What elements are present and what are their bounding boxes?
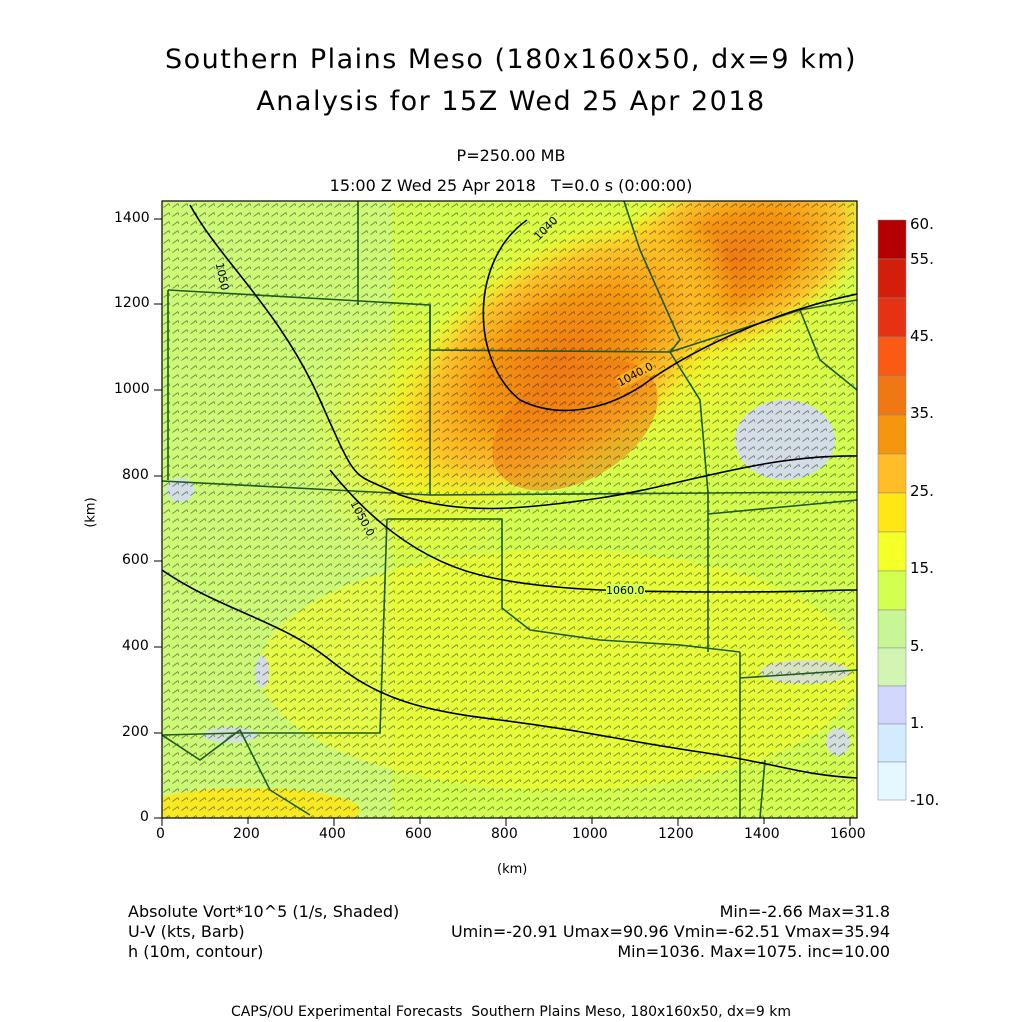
legend-label: -10. — [910, 791, 940, 809]
legend-label: 35. — [910, 404, 934, 422]
y-tick-label: 1400 — [114, 210, 150, 226]
legend-label: 55. — [910, 250, 934, 268]
color-legend — [877, 219, 907, 801]
plot-frame — [154, 200, 858, 826]
x-tick-label: 0 — [156, 826, 165, 842]
x-tick-label: 400 — [319, 826, 346, 842]
y-tick-label: 200 — [122, 724, 149, 740]
legend-label: 45. — [910, 327, 934, 345]
x-tick-label: 200 — [233, 826, 260, 842]
field-stats-vorticity: Min=-2.66 Max=31.8 — [719, 902, 890, 921]
y-tick-label: 600 — [122, 552, 149, 568]
field-label-height: h (10m, contour) — [128, 942, 264, 961]
credit-line: CAPS/OU Experimental Forecasts Southern … — [230, 1004, 792, 1020]
legend-label: 25. — [910, 482, 934, 500]
height-contours — [162, 204, 857, 779]
legend-label: 5. — [910, 637, 925, 655]
legend-label: 15. — [910, 559, 934, 577]
valid-time: 15:00 Z Wed 25 Apr 2018 T=0.0 s (0:00:00… — [329, 176, 693, 195]
field-stats-height: Min=1036. Max=1075. inc=10.00 — [617, 942, 890, 961]
vorticity-shading — [162, 201, 857, 818]
y-tick-label: 0 — [140, 809, 149, 825]
pressure-level: P=250.00 MB — [456, 146, 566, 165]
title-line-2: Analysis for 15Z Wed 25 Apr 2018 — [256, 86, 766, 117]
x-tick-label: 1600 — [830, 826, 866, 842]
legend-label: 60. — [910, 215, 934, 233]
x-axis-label: (km) — [497, 862, 528, 877]
legend-label: 1. — [910, 714, 925, 732]
y-axis-label: (km) — [83, 497, 99, 528]
field-label-wind: U-V (kts, Barb) — [128, 922, 245, 941]
x-tick-label: 600 — [405, 826, 432, 842]
title-line-1: Southern Plains Meso (180x160x50, dx=9 k… — [164, 44, 858, 75]
y-tick-label: 400 — [122, 638, 149, 654]
contour-label: 1060.0 — [606, 584, 645, 597]
y-tick-label: 800 — [122, 467, 149, 483]
x-tick-label: 1200 — [658, 826, 694, 842]
y-tick-label: 1000 — [114, 381, 150, 397]
field-stats-wind: Umin=-20.91 Umax=90.96 Vmin=-62.51 Vmax=… — [450, 922, 890, 941]
x-tick-label: 1400 — [744, 826, 780, 842]
x-tick-label: 1000 — [572, 826, 608, 842]
x-tick-label: 800 — [491, 826, 518, 842]
field-label-vorticity: Absolute Vort*10^5 (1/s, Shaded) — [128, 902, 400, 921]
state-boundaries — [162, 201, 857, 818]
y-tick-label: 1200 — [114, 295, 150, 311]
